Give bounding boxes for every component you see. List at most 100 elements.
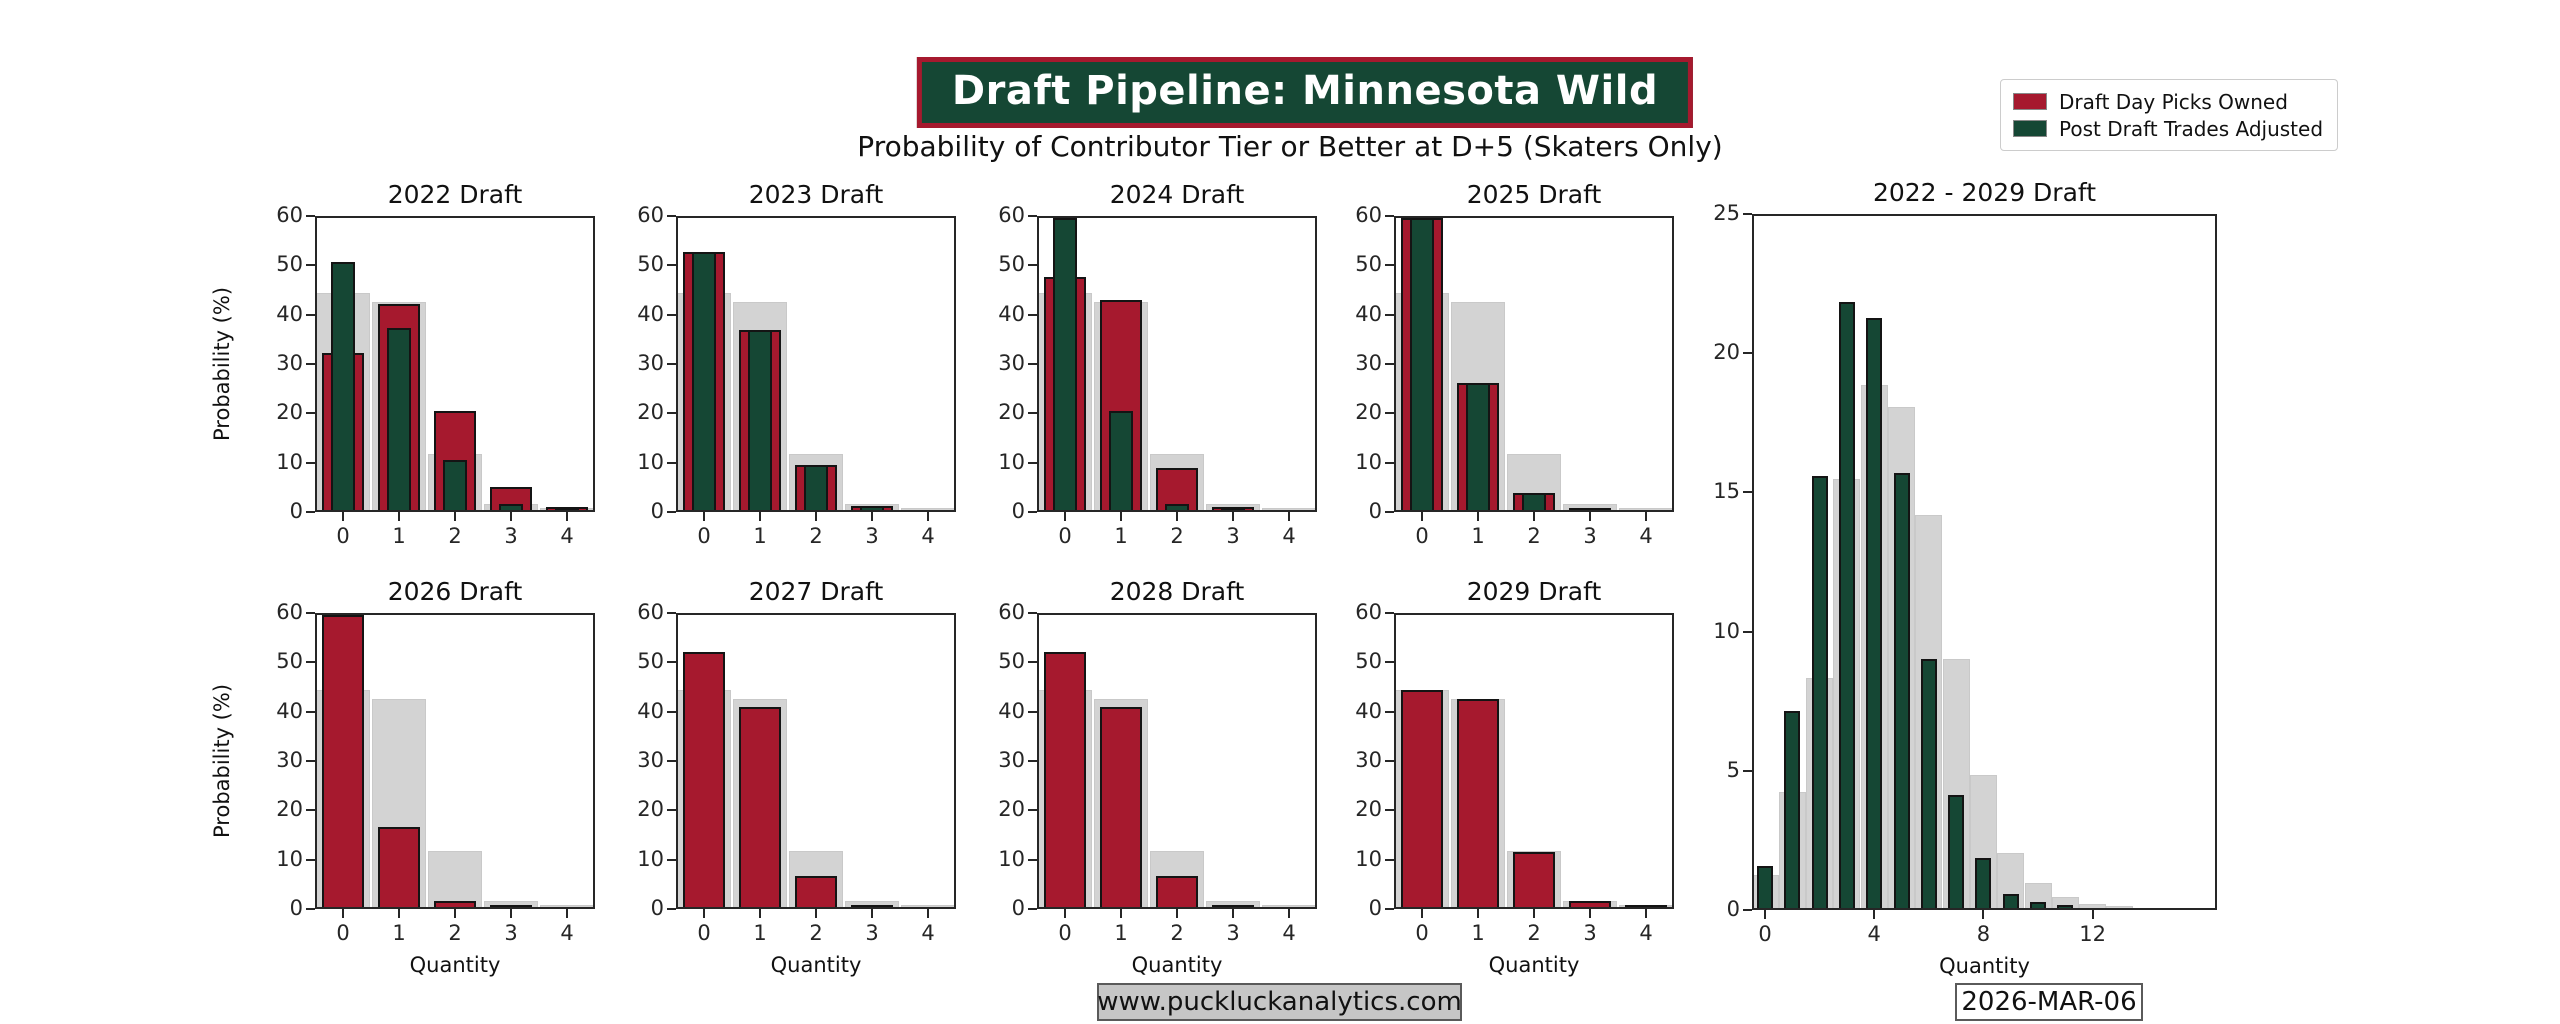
xtick-label: 1	[1471, 524, 1485, 548]
bar-baseline	[1619, 508, 1672, 510]
ytick-label: 50	[1355, 649, 1382, 674]
xtick-label: 12	[2079, 922, 2106, 946]
ytick-label: 50	[637, 252, 664, 277]
ytick-mark	[1028, 461, 1037, 464]
main-title-banner: Draft Pipeline: Minnesota Wild	[916, 57, 1694, 128]
plot-title-2029-draft: 2029 Draft	[1466, 577, 1602, 606]
xtick-label: 3	[865, 524, 879, 548]
xtick-mark	[510, 512, 512, 521]
ytick-mark	[1028, 264, 1037, 267]
ytick-mark	[1385, 264, 1394, 267]
bar-draft-day-picks-owned	[683, 652, 725, 907]
ytick-label: 0	[650, 499, 664, 523]
bar-baseline	[2079, 903, 2107, 908]
subtitle: Probability of Contributor Tier or Bette…	[857, 130, 1723, 163]
ytick-label: 20	[276, 400, 303, 425]
ytick-mark	[1743, 352, 1752, 355]
ytick-label: 0	[1368, 896, 1382, 920]
xtick-mark	[1645, 512, 1647, 521]
ytick-mark	[1028, 612, 1037, 614]
xtick-label: 1	[1114, 921, 1128, 945]
x-axis-label-2029-draft: Quantity	[1488, 953, 1580, 977]
ytick-label: 0	[1011, 896, 1025, 920]
xtick-label: 3	[1226, 921, 1240, 945]
xtick-label: 4	[1639, 524, 1653, 548]
ytick-mark	[1385, 511, 1394, 513]
bar-post-draft-trades-adjusted	[499, 504, 523, 510]
xtick-label: 2	[1170, 524, 1184, 548]
bar-post-draft-trades-adjusted	[1893, 473, 1910, 908]
bar-draft-day-picks-owned	[1212, 905, 1254, 907]
plot-2029-draft	[1394, 613, 1674, 909]
plot-2022-draft	[315, 216, 595, 512]
plot-title-2026-draft: 2026 Draft	[387, 577, 523, 606]
ytick-label: 10	[276, 449, 303, 474]
xtick-mark	[1477, 512, 1479, 521]
bar-draft-day-picks-owned	[1156, 468, 1198, 510]
xtick-label: 4	[921, 524, 935, 548]
xtick-label: 2	[448, 524, 462, 548]
xtick-mark	[342, 909, 344, 918]
ytick-label: 40	[1355, 301, 1382, 326]
bar-post-draft-trades-adjusted	[1757, 866, 1773, 908]
ytick-label: 40	[276, 301, 303, 326]
plot-title-2022-2029-draft: 2022 - 2029 Draft	[1872, 178, 2097, 207]
ytick-mark	[1028, 858, 1037, 861]
main-title: Draft Pipeline: Minnesota Wild	[951, 68, 1659, 114]
ytick-label: 10	[1355, 846, 1382, 871]
xtick-mark	[454, 512, 456, 521]
ytick-mark	[306, 908, 315, 910]
xtick-mark	[398, 512, 400, 521]
plot-title-2025-draft: 2025 Draft	[1466, 180, 1602, 209]
xtick-mark	[815, 909, 817, 918]
ytick-label: 10	[998, 846, 1025, 871]
ytick-mark	[667, 412, 676, 415]
ytick-label: 20	[276, 797, 303, 822]
ytick-label: 60	[1355, 600, 1382, 624]
bar-draft-day-picks-owned	[1513, 851, 1555, 907]
xtick-mark	[1982, 910, 1985, 919]
ytick-label: 20	[1355, 400, 1382, 425]
bar-post-draft-trades-adjusted	[1053, 218, 1077, 510]
bar-draft-day-picks-owned	[1457, 699, 1499, 907]
ytick-mark	[1028, 215, 1037, 217]
ytick-label: 60	[998, 600, 1025, 624]
xtick-mark	[871, 909, 873, 918]
ytick-label: 25	[1713, 201, 1740, 225]
xtick-mark	[927, 909, 929, 918]
ytick-mark	[1385, 363, 1394, 365]
legend: Draft Day Picks Owned Post Draft Trades …	[2000, 79, 2339, 151]
bar-draft-day-picks-owned	[322, 615, 364, 907]
xtick-label: 0	[697, 524, 711, 548]
ytick-mark	[1385, 809, 1394, 812]
ytick-label: 40	[637, 301, 664, 326]
xtick-mark	[1589, 512, 1591, 521]
xtick-mark	[759, 512, 761, 521]
xtick-mark	[1421, 909, 1423, 918]
xtick-mark	[1421, 512, 1423, 521]
legend-label-picks-owned: Draft Day Picks Owned	[2059, 89, 2288, 114]
ytick-mark	[306, 511, 315, 513]
xtick-label: 0	[1058, 524, 1072, 548]
ytick-mark	[306, 215, 315, 217]
ytick-label: 30	[276, 351, 303, 375]
xtick-mark	[398, 909, 400, 918]
ytick-label: 30	[276, 748, 303, 772]
bar-post-draft-trades-adjusted	[748, 329, 772, 510]
bar-post-draft-trades-adjusted	[2057, 905, 2074, 908]
xtick-label: 2	[809, 921, 823, 945]
xtick-mark	[1176, 512, 1178, 521]
ytick-label: 40	[998, 698, 1025, 723]
xtick-label: 4	[1282, 524, 1296, 548]
xtick-label: 0	[1758, 922, 1772, 946]
legend-label-trades-adjusted: Post Draft Trades Adjusted	[2059, 116, 2324, 141]
website-box: www.puckluckanalytics.com	[1097, 983, 1462, 1021]
xtick-label: 4	[1639, 921, 1653, 945]
bar-post-draft-trades-adjusted	[2030, 902, 2046, 908]
ytick-mark	[306, 710, 315, 713]
legend-item-trades-adjusted: Post Draft Trades Adjusted	[2013, 115, 2323, 142]
bar-draft-day-picks-owned	[851, 905, 893, 907]
xtick-mark	[1533, 512, 1535, 521]
xtick-mark	[1120, 512, 1122, 521]
xtick-label: 1	[753, 921, 767, 945]
